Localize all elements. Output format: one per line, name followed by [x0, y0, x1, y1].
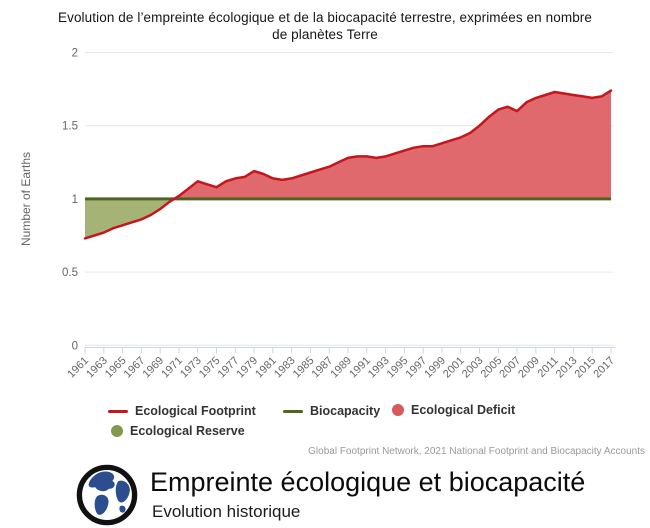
ecological-footprint-line — [83, 89, 613, 240]
chart-title: Evolution de l’empreinte écologique et d… — [0, 9, 650, 43]
y-tick-label: 0 — [72, 340, 78, 352]
y-tick-label: 2 — [72, 48, 78, 60]
biocapacity-line-swatch-icon — [283, 409, 303, 413]
chart-attribution: Global Footprint Network, 2021 National … — [308, 446, 645, 457]
legend-label-reserve: Ecological Reserve — [130, 424, 245, 438]
y-tick-label: 1.5 — [62, 121, 78, 133]
ecological-deficit-area — [174, 90, 611, 199]
legend-item-biocapacity[interactable]: Biocapacity — [283, 404, 380, 418]
ecological-reserve-area — [85, 198, 611, 239]
footer-banner: Empreinte écologique et biocapacité Evol… — [0, 462, 650, 528]
y-tick-label: 1 — [72, 194, 78, 206]
x-tick-label: 2017 — [591, 355, 617, 381]
legend-item-ecological-deficit[interactable]: Ecological Deficit — [392, 403, 515, 417]
deficit-dot-swatch-icon — [392, 404, 404, 416]
chart-title-line2: de planètes Terre — [272, 27, 378, 42]
legend-label-biocapacity: Biocapacity — [310, 404, 381, 418]
legend-label-footprint: Ecological Footprint — [135, 404, 256, 418]
footprint-line-swatch-icon — [108, 409, 128, 413]
banner-subtitle: Evolution historique — [152, 502, 301, 521]
legend-label-deficit: Ecological Deficit — [411, 403, 516, 417]
y-axis-title: Number of Earths — [19, 152, 33, 246]
legend-item-ecological-footprint[interactable]: Ecological Footprint — [108, 404, 256, 418]
legend-item-ecological-reserve[interactable]: Ecological Reserve — [111, 424, 245, 438]
reserve-dot-swatch-icon — [111, 425, 123, 437]
globe-logo-icon — [76, 464, 138, 526]
banner-title: Empreinte écologique et biocapacité — [150, 467, 586, 497]
chart-title-line1: Evolution de l’empreinte écologique et d… — [58, 10, 592, 25]
y-tick-label: 0.5 — [62, 267, 78, 279]
